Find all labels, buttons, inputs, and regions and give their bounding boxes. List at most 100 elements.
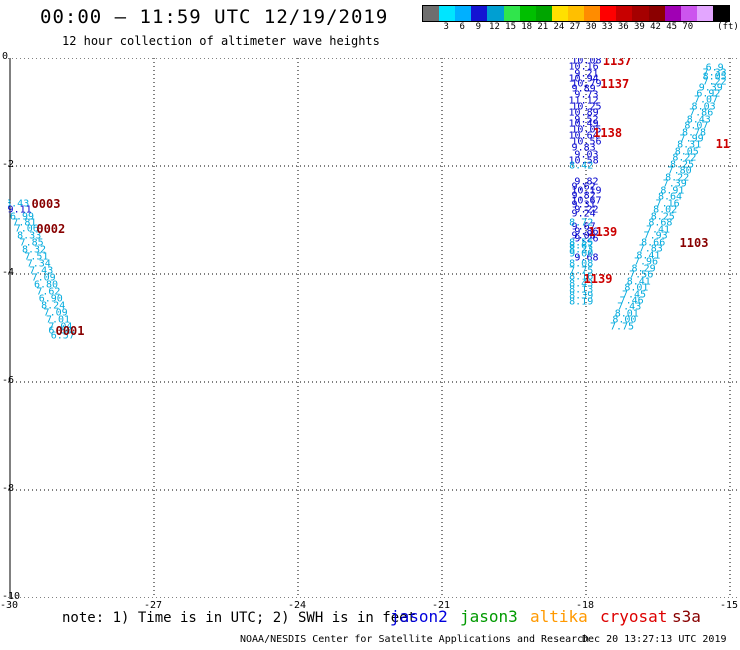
swh-value-s3a: 8.22: [665, 172, 690, 184]
swh-value-s3a: 8.02: [653, 204, 678, 216]
page-subtitle: 12 hour collection of altimeter wave hei…: [62, 34, 380, 48]
swh-value-s3a: 6.80: [48, 325, 73, 337]
swh-value-s3a: 7.45: [621, 289, 647, 301]
swh-value-s3a: 8.64: [657, 191, 683, 203]
pass-time-label: 1137: [600, 76, 630, 91]
swh-value-s3a: 8.00: [612, 314, 637, 326]
pass-time-label: 1103: [679, 236, 709, 251]
wave-height-plot: 10.08 9.21 10.79 9.73 10.25 9.52 10.05 10.56 9.0…: [8, 58, 738, 598]
color-tick-label: 33: [601, 22, 613, 32]
color-tick-label: 15: [505, 22, 516, 32]
swh-value-jason2: 9.26: [574, 233, 599, 245]
plot-grid: [8, 58, 738, 598]
swh-value-s3a: 6.9: [705, 62, 724, 74]
swh-value-s3a: 7.62: [36, 286, 61, 298]
x-tick-label: -27: [144, 600, 163, 611]
swh-value-s3a: 6.92: [696, 88, 721, 100]
swh-value-s3a: 8.23: [569, 244, 594, 256]
color-scale-ticks: 3 6 9 12 15 18 21 24 27 30 33 36 39 42 45 70 (ft): [422, 22, 740, 34]
swh-value-jason2: 10.58: [568, 155, 599, 167]
color-swatch: [455, 6, 472, 21]
swh-value-jason2: 10.05: [571, 124, 602, 136]
swh-value-s3a: 8.72: [569, 217, 594, 229]
color-tick-label: 3: [443, 22, 449, 32]
swh-value-jason2: 11.12: [568, 95, 599, 107]
color-tick-label: 45: [666, 22, 678, 32]
swh-value-s3a: 7.51: [24, 251, 49, 263]
color-scale-bar: [422, 5, 730, 22]
color-swatch: [551, 6, 568, 21]
swh-value-jason2: 9.82: [571, 190, 596, 202]
swh-value-s3a: 8.33: [17, 230, 42, 242]
swh-value-s3a: 7.56: [629, 269, 654, 281]
swh-value-s3a: 8.55: [569, 237, 594, 249]
swh-value-s3a: 7.33: [702, 67, 727, 79]
swh-value-s3a: 8.43: [569, 278, 594, 290]
swh-value-s3a: 8.91: [660, 185, 685, 197]
swh-value-s3a: 8.22: [672, 152, 697, 164]
swh-value-s3a: 8.31: [677, 139, 702, 151]
swh-value-s3a: 7.01: [45, 314, 71, 326]
swh-value-s3a: 8.25: [669, 159, 695, 171]
swh-value-s3a: 6.90: [38, 293, 63, 305]
color-tick-label: 24: [553, 22, 565, 32]
swh-value-s3a: 7.39: [662, 178, 687, 190]
swh-value-s3a: 8.42: [569, 160, 594, 172]
y-tick-label: -8: [2, 483, 15, 494]
swh-value-s3a: 7.16: [655, 198, 680, 210]
swh-value-jason2: 9.82: [574, 176, 599, 188]
x-tick-label: -24: [288, 600, 307, 611]
swh-value-jason2: 10.64: [568, 130, 599, 142]
swh-value-jason2: 9.89: [571, 83, 596, 95]
color-swatch: [664, 6, 681, 21]
color-swatch: [712, 6, 730, 21]
swh-value-jason2: 9.24: [571, 208, 596, 220]
x-tick-label: -18: [576, 600, 595, 611]
color-unit-label: (ft): [717, 22, 739, 32]
color-swatch: [632, 6, 649, 21]
legend-jason2: jason2: [390, 607, 448, 626]
color-swatch: [471, 6, 488, 21]
color-swatch: [648, 6, 665, 21]
swh-value-jason2: 9.86: [574, 226, 599, 238]
legend-s3a: s3a: [672, 607, 701, 626]
pass-time-label: 1138: [593, 125, 623, 140]
x-tick-label: -21: [432, 600, 451, 611]
swh-value-s3a: 7.83: [638, 243, 663, 255]
swh-value-s3a: 7.07: [693, 94, 719, 106]
swh-value-s3a: 8.13: [569, 284, 594, 296]
swh-value-s3a: 8.66: [641, 237, 666, 249]
swh-value-s3a: 8.43: [8, 198, 30, 210]
pass-time-label: 0001: [55, 323, 85, 338]
pass-time-label: 1139: [583, 271, 613, 286]
swh-value-jason2: 9.31: [571, 199, 596, 211]
units-note: note: 1) Time is in UTC; 2) SWH is in fe…: [62, 610, 417, 626]
color-tick-label: 18: [521, 22, 533, 32]
pass-time-label: 11: [715, 137, 731, 152]
color-swatch: [584, 6, 601, 21]
pass-time-label: 1137: [602, 58, 632, 68]
swh-value-s3a: 8.01: [624, 282, 649, 294]
swh-value-s3a: 8.16: [569, 271, 594, 283]
swh-value-s3a: 7.41: [645, 224, 671, 236]
swh-value-s3a: 8.19: [569, 296, 594, 308]
color-tick-label: 6: [459, 22, 465, 32]
swh-value-jason2: 9.83: [571, 142, 596, 154]
swh-value-s3a: 7.09: [43, 307, 68, 319]
swh-value-s3a: 8.25: [650, 211, 675, 223]
swh-value-jason2: 10.67: [571, 195, 602, 207]
color-tick-label: 21: [537, 22, 549, 32]
swh-value-s3a: 8.24: [41, 300, 66, 312]
color-tick-label: 70: [682, 22, 694, 32]
y-tick-label: -10: [2, 591, 21, 602]
color-tick-label: 42: [650, 22, 661, 32]
swh-value-jason2: 10.08: [571, 58, 602, 67]
color-swatch: [503, 6, 520, 21]
swh-value-s3a: 8.08: [569, 258, 594, 270]
credit-line: NOAA/NESDIS Center for Satellite Applica…: [240, 634, 590, 645]
swh-value-s3a: 8.41: [636, 250, 661, 262]
swh-value-s3a: 7.81: [12, 217, 37, 229]
x-tick-label: -15: [720, 600, 739, 611]
swh-value-s3a: 8.05: [702, 71, 727, 83]
swh-value-s3a: 8.03: [691, 101, 716, 113]
